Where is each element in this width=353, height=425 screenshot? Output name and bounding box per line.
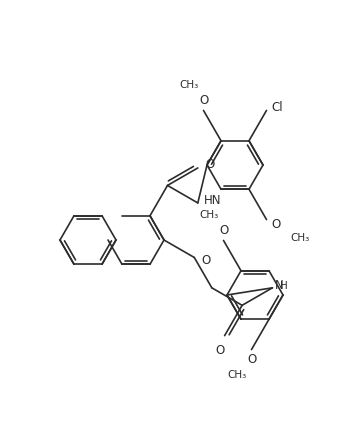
Text: O: O bbox=[219, 224, 228, 237]
Text: O: O bbox=[215, 344, 224, 357]
Text: O: O bbox=[201, 254, 210, 267]
Text: CH₃: CH₃ bbox=[291, 232, 310, 243]
Text: O: O bbox=[271, 218, 281, 231]
Text: O: O bbox=[199, 94, 208, 107]
Text: N: N bbox=[274, 279, 283, 292]
Text: O: O bbox=[206, 159, 215, 171]
Text: HN: HN bbox=[204, 195, 221, 207]
Text: CH₃: CH₃ bbox=[180, 80, 199, 91]
Text: CH₃: CH₃ bbox=[200, 210, 219, 221]
Text: H: H bbox=[280, 281, 288, 291]
Text: Cl: Cl bbox=[271, 101, 283, 114]
Text: O: O bbox=[247, 353, 256, 366]
Text: CH₃: CH₃ bbox=[228, 370, 247, 380]
